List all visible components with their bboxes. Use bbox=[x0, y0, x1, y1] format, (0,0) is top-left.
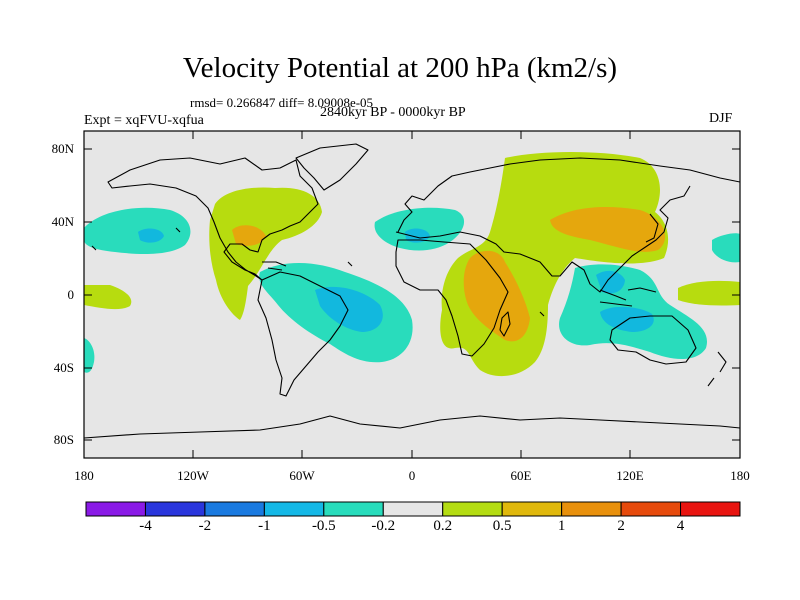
colorbar-label: 1 bbox=[557, 518, 566, 534]
positive-region-north-america bbox=[209, 187, 322, 320]
colorbar-cell bbox=[85, 501, 146, 517]
strong-negative-north-africa bbox=[405, 228, 430, 243]
x-tick-label-0: 0 bbox=[408, 468, 416, 483]
coastline-new-zealand bbox=[707, 351, 727, 387]
coastline-antarctica bbox=[84, 415, 740, 439]
coastline-indonesia bbox=[599, 287, 657, 307]
x-tick-label-180w: 180 bbox=[74, 468, 94, 483]
negative-region-north-pacific bbox=[84, 207, 191, 255]
colorbar-label: -0.2 bbox=[371, 518, 396, 534]
coastline-eurasia bbox=[395, 157, 740, 293]
x-tick-label-60e: 60E bbox=[510, 468, 532, 483]
x-tick-label-180e: 180 bbox=[730, 468, 750, 483]
colorbar-cell bbox=[620, 501, 682, 517]
colorbar bbox=[85, 501, 741, 517]
coastline-africa bbox=[395, 239, 509, 357]
x-tick-label-120w: 120W bbox=[177, 468, 209, 483]
map-panel bbox=[84, 131, 740, 458]
colorbar-cell bbox=[561, 501, 622, 517]
coastline-islands bbox=[91, 227, 545, 317]
colorbar-cell bbox=[680, 501, 741, 517]
strong-positive-east-asia bbox=[550, 207, 666, 252]
colorbar-cell bbox=[442, 501, 503, 517]
colorbar-label: 4 bbox=[676, 518, 685, 534]
experiment-label: Expt = xqFVU-xqfua bbox=[84, 113, 204, 128]
coastline-madagascar bbox=[499, 311, 511, 337]
colorbar-label: 2 bbox=[617, 518, 625, 534]
axis-ticks bbox=[84, 131, 740, 458]
colorbar-cell bbox=[263, 501, 325, 517]
coastline-australia bbox=[609, 315, 697, 365]
y-tick-label-80n: 80N bbox=[51, 141, 74, 156]
y-tick-label-40s: 40S bbox=[53, 360, 74, 375]
strong-negative-atlantic bbox=[315, 286, 383, 332]
colorbar-label: -1 bbox=[258, 518, 271, 534]
colorbar-label: -2 bbox=[198, 518, 212, 534]
strong-positive-gulf bbox=[232, 225, 266, 246]
period-label: 2840kyr BP - 0000kyr BP bbox=[320, 105, 466, 120]
colorbar-cell bbox=[382, 501, 444, 517]
strong-positive-east-africa bbox=[463, 250, 530, 342]
colorbar-label: -0.5 bbox=[311, 518, 336, 534]
negative-region-west-edge bbox=[84, 338, 95, 373]
strong-positive-regions bbox=[232, 207, 666, 342]
colorbar-label: 0.2 bbox=[433, 518, 453, 534]
colorbar-cell bbox=[204, 501, 265, 517]
x-tick-label-60w: 60W bbox=[289, 468, 315, 483]
coastline-greenland bbox=[295, 143, 369, 191]
colorbar-label: 0.5 bbox=[492, 518, 512, 534]
season-label: DJF bbox=[709, 111, 733, 126]
coastline-north-america bbox=[107, 157, 319, 281]
y-tick-label-80s: 80S bbox=[53, 432, 74, 447]
colorbar-cell bbox=[144, 501, 206, 517]
coastlines bbox=[84, 143, 740, 439]
coastline-caribbean bbox=[262, 261, 287, 271]
positive-region-west-pacific bbox=[678, 280, 740, 306]
x-tick-label-120e: 120E bbox=[616, 468, 644, 483]
strong-negative-pacific bbox=[138, 228, 164, 243]
y-tick-label-0: 0 bbox=[67, 287, 75, 302]
colorbar-cell bbox=[323, 501, 384, 517]
rmsd-diff-line: rmsd= 0.266847 diff= 8.09008e-05 bbox=[190, 95, 374, 110]
negative-region-east-edge bbox=[712, 233, 740, 263]
y-tick-label-40n: 40N bbox=[51, 214, 74, 229]
coastline-south-america bbox=[257, 271, 349, 397]
coastline-japan bbox=[645, 213, 659, 243]
colorbar-label: -4 bbox=[139, 518, 152, 534]
positive-region-central-pacific bbox=[84, 285, 132, 310]
colorbar-cell bbox=[501, 501, 563, 517]
plot-title: Velocity Potential at 200 hPa (km2/s) bbox=[182, 52, 618, 84]
